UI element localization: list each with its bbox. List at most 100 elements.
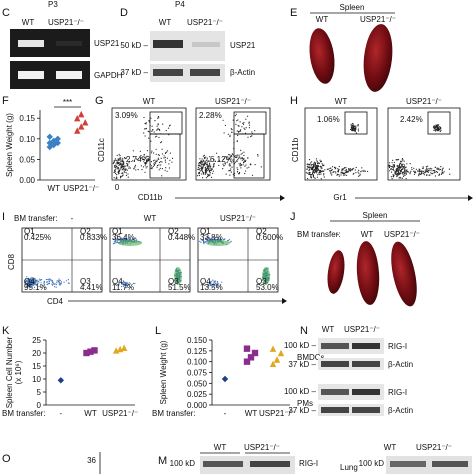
- event-dot: [26, 280, 29, 282]
- event-dot: [200, 161, 202, 163]
- y-tick-label: 0.05: [19, 155, 35, 164]
- spleen: [309, 28, 335, 84]
- event-dot: [31, 284, 33, 286]
- event-dot: [358, 169, 360, 171]
- y-tick-label: 0: [37, 401, 42, 410]
- event-dot: [123, 171, 125, 173]
- event-dot: [440, 129, 442, 131]
- event-dot: [392, 168, 394, 170]
- event-dot: [309, 173, 311, 175]
- event-dot: [119, 155, 121, 157]
- event-dot: [229, 165, 231, 167]
- event-dot: [144, 135, 146, 137]
- event-dot: [248, 122, 250, 124]
- event-dot: [230, 168, 232, 170]
- event-dot: [402, 159, 404, 161]
- event-dot: [397, 170, 399, 172]
- quadrant-percent: 0.600%: [256, 233, 283, 242]
- event-dot: [355, 132, 357, 134]
- event-dot: [143, 132, 145, 134]
- gate-percent: 2.74%: [126, 155, 149, 164]
- event-dot: [118, 168, 120, 170]
- event-dot: [343, 174, 345, 176]
- lane-label: USP21⁻/⁻: [416, 443, 452, 452]
- event-dot: [241, 157, 244, 159]
- event-dot: [404, 170, 406, 172]
- event-dot: [344, 174, 346, 176]
- event-dot: [222, 239, 224, 241]
- event-dot: [418, 170, 420, 172]
- event-dot: [63, 281, 65, 283]
- y-tick-label: 15: [32, 362, 41, 371]
- event-dot: [307, 172, 309, 174]
- event-dot: [217, 283, 219, 285]
- event-dot: [409, 163, 411, 165]
- stage-label: P4: [175, 0, 185, 9]
- event-dot: [147, 159, 150, 161]
- event-dot: [251, 131, 253, 133]
- event-dot: [161, 168, 163, 170]
- event-dot: [120, 238, 122, 240]
- event-dot: [197, 168, 199, 170]
- y-tick-label: 0.050: [187, 379, 208, 388]
- event-dot: [150, 140, 152, 142]
- band-label: RIG-I: [299, 459, 318, 468]
- band: [18, 71, 44, 79]
- event-dot: [342, 169, 344, 171]
- event-dot: [236, 154, 238, 156]
- event-dot: [135, 239, 138, 241]
- event-dot: [129, 167, 131, 169]
- event-dot: [238, 173, 240, 175]
- event-dot: [222, 168, 224, 170]
- event-dot: [316, 176, 318, 178]
- event-dot: [171, 161, 173, 163]
- event-dot: [158, 164, 160, 166]
- event-dot: [59, 281, 61, 283]
- event-dot: [429, 167, 432, 169]
- y-axis-label: Spleen Weight (g): [159, 340, 168, 404]
- event-dot: [316, 165, 318, 167]
- event-dot: [122, 284, 124, 286]
- event-dot: [248, 166, 250, 168]
- event-dot: [169, 152, 171, 154]
- event-dot: [403, 164, 406, 166]
- event-dot: [29, 281, 31, 283]
- event-dot: [206, 157, 208, 159]
- marker-label: 100 kD: [359, 459, 385, 468]
- data-point: [78, 123, 85, 130]
- event-dot: [114, 242, 116, 244]
- event-dot: [203, 154, 205, 156]
- event-dot: [152, 165, 154, 167]
- band: [352, 343, 380, 349]
- event-dot: [143, 158, 145, 161]
- data-point: [269, 345, 277, 352]
- event-dot: [357, 128, 359, 130]
- event-dot: [245, 164, 247, 166]
- event-dot: [403, 172, 405, 174]
- marker-label: 50 kD –: [120, 41, 148, 50]
- event-dot: [331, 169, 333, 171]
- event-dot: [127, 176, 129, 178]
- event-dot: [210, 284, 212, 286]
- row-label: BM transfer:: [14, 214, 58, 223]
- event-dot: [341, 172, 343, 174]
- event-dot: [439, 127, 442, 129]
- panel-letter: M: [158, 455, 167, 467]
- event-dot: [211, 286, 213, 288]
- event-dot: [122, 167, 124, 169]
- event-dot: [202, 155, 204, 157]
- event-dot: [243, 162, 245, 164]
- event-dot: [390, 166, 392, 168]
- gate-percent: 3.09%: [115, 111, 138, 120]
- event-dot: [245, 159, 247, 161]
- event-dot: [160, 141, 163, 143]
- panel-letter: F: [2, 95, 9, 107]
- event-dot: [49, 278, 51, 280]
- event-dot: [311, 167, 313, 170]
- event-dot: [357, 123, 359, 126]
- event-dot: [151, 167, 153, 169]
- event-dot: [121, 285, 123, 288]
- event-dot: [216, 284, 218, 286]
- event-dot: [41, 279, 43, 281]
- event-dot: [318, 165, 320, 167]
